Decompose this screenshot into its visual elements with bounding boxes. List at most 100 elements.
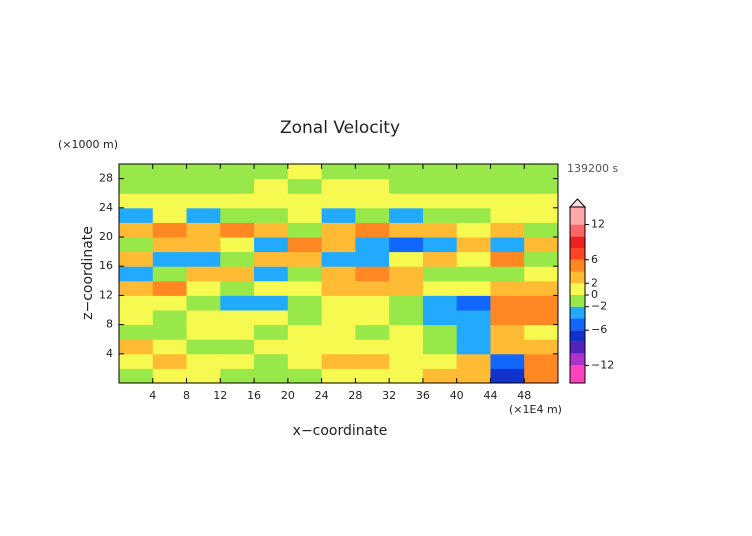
heat-cell — [490, 339, 525, 355]
heat-cell — [119, 237, 154, 253]
heat-cell — [254, 310, 289, 326]
heat-cell — [490, 237, 525, 253]
heat-cell — [456, 251, 491, 267]
heat-cell — [456, 324, 491, 340]
x-tick-label: 12 — [213, 389, 227, 402]
heat-cell — [119, 266, 154, 282]
colorbar-bin — [570, 330, 585, 342]
heat-cell — [220, 237, 255, 253]
heat-cell — [152, 353, 188, 369]
heat-cell — [422, 178, 458, 194]
colorbar-bin — [570, 248, 585, 260]
heat-cell — [422, 251, 458, 267]
colorbar-bin — [570, 353, 585, 366]
heat-cell — [321, 266, 356, 282]
heat-cell — [524, 164, 559, 180]
heat-cell — [152, 178, 188, 194]
heat-cell — [456, 164, 491, 180]
heat-cell — [152, 324, 188, 340]
heat-cell — [220, 164, 255, 180]
heat-cell — [152, 310, 188, 326]
colorbar-tick-label: 6 — [591, 253, 598, 266]
heat-cell — [287, 266, 323, 282]
heat-cell — [287, 222, 323, 238]
heat-cell — [287, 368, 323, 384]
heat-cell — [220, 339, 255, 355]
heat-cell — [119, 280, 154, 296]
heat-cell — [422, 368, 458, 384]
heat-cell — [490, 266, 525, 282]
heat-cell — [254, 164, 289, 180]
heat-cell — [119, 310, 154, 326]
heat-cell — [321, 280, 356, 296]
heat-cell — [321, 353, 356, 369]
x-tick-label: 8 — [183, 389, 190, 402]
heat-cell — [321, 193, 356, 209]
heat-cell — [254, 222, 289, 238]
heat-cell — [186, 280, 221, 296]
heat-cell — [422, 237, 458, 253]
heat-cell — [321, 324, 356, 340]
heat-cell — [490, 178, 525, 194]
heat-cell — [355, 368, 390, 384]
heat-cell — [422, 353, 458, 369]
heat-cell — [186, 193, 221, 209]
heat-cell — [321, 368, 356, 384]
x-axis-label: x−coordinate — [293, 423, 388, 439]
heat-cell — [355, 324, 390, 340]
heat-cell — [490, 222, 525, 238]
heat-cell — [254, 353, 289, 369]
heat-cell — [422, 222, 458, 238]
colorbar-tick-label: −12 — [591, 358, 614, 371]
y-tick-label: 28 — [99, 172, 113, 185]
heat-cell — [524, 193, 559, 209]
heat-cell — [389, 295, 424, 311]
heat-cell — [321, 164, 356, 180]
colorbar-bin — [570, 306, 585, 319]
heat-cell — [186, 164, 221, 180]
heat-cell — [186, 251, 221, 267]
heat-cell — [456, 339, 491, 355]
heat-cell — [389, 280, 424, 296]
heat-cell — [254, 251, 289, 267]
colorbar-bin — [570, 271, 585, 284]
heat-cell — [389, 353, 424, 369]
heat-cell — [355, 339, 390, 355]
heat-cell — [456, 280, 491, 296]
heat-cell — [119, 178, 154, 194]
heat-cell — [524, 368, 559, 384]
heat-cell — [254, 280, 289, 296]
heat-cell — [254, 295, 289, 311]
heat-cell — [321, 339, 356, 355]
heat-cell — [422, 207, 458, 223]
colorbar-bin — [570, 283, 585, 295]
heat-cell — [355, 237, 390, 253]
heat-cell — [355, 353, 390, 369]
heat-cell — [254, 324, 289, 340]
heat-cell — [456, 310, 491, 326]
heat-cell — [152, 193, 188, 209]
heat-cell — [119, 368, 154, 384]
x-tick-label: 32 — [382, 389, 396, 402]
heat-cell — [220, 324, 255, 340]
heat-cell — [389, 324, 424, 340]
heat-cell — [321, 178, 356, 194]
y-tick-label: 24 — [99, 201, 113, 214]
heat-cell — [490, 251, 525, 267]
heat-cell — [321, 310, 356, 326]
heat-cell — [220, 295, 255, 311]
heat-cell — [287, 207, 323, 223]
heat-cell — [254, 368, 289, 384]
heat-cell — [119, 193, 154, 209]
heat-cell — [152, 207, 188, 223]
heat-cell — [456, 353, 491, 369]
heat-cell — [456, 368, 491, 384]
heat-cell — [254, 178, 289, 194]
x-tick-label: 44 — [483, 389, 497, 402]
heat-cell — [321, 207, 356, 223]
heat-cell — [355, 193, 390, 209]
heat-cell — [186, 295, 221, 311]
heat-cell — [524, 237, 559, 253]
colorbar-bin — [570, 318, 585, 331]
heat-cell — [152, 222, 188, 238]
